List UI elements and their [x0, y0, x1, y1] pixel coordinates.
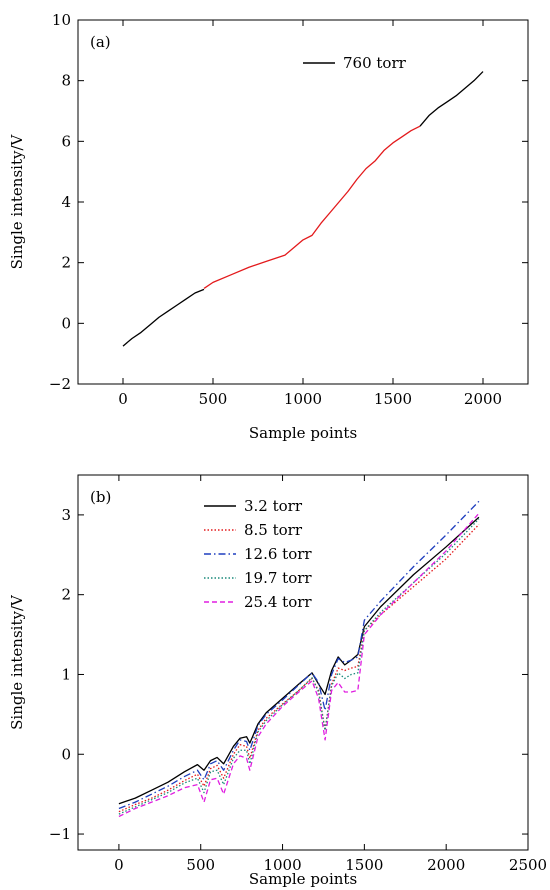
y-tick-label: 3 [61, 506, 71, 524]
legend-label: 3.2 torr [244, 497, 303, 515]
x-tick-label: 0 [114, 856, 124, 874]
chart-panel-b: 0 500 1000 1500 2000 2500 −1 0 1 2 3 Sample points S… [8, 474, 547, 888]
y-tick-label: 0 [61, 745, 71, 763]
y-tick-label: 10 [52, 11, 71, 29]
series-line [118, 500, 480, 810]
y-tick-label: 1 [61, 665, 71, 683]
y-tick-label: −2 [49, 375, 71, 393]
x-tick-label: 500 [199, 390, 228, 408]
series-line [419, 71, 484, 127]
x-tick-label: 500 [186, 856, 215, 874]
x-tick-label: 0 [118, 390, 128, 408]
y-axis-title: Single intensity/V [8, 133, 26, 269]
y-tick-label: 8 [61, 72, 71, 90]
series-group [122, 71, 484, 347]
x-tick-label: 1000 [263, 856, 301, 874]
y-tick-label: −1 [49, 825, 71, 843]
plot-frame [77, 474, 529, 851]
x-tick-label: 2000 [464, 390, 502, 408]
x-axis-title: Sample points [249, 870, 357, 888]
x-tick-label: 1500 [345, 856, 383, 874]
legend-label: 12.6 torr [244, 545, 312, 563]
legend-label: 8.5 torr [244, 521, 303, 539]
y-tick-label: 0 [61, 314, 71, 332]
y-tick-label: 2 [61, 586, 71, 604]
legend-label: 25.4 torr [244, 593, 312, 611]
panel-label: (a) [90, 33, 111, 51]
x-tick-label: 2000 [427, 856, 465, 874]
chart-panel-a: 0 500 1000 1500 2000 −2 0 2 4 6 8 10 Sample points Si… [8, 11, 529, 442]
y-axis-title: Single intensity/V [8, 594, 26, 730]
series-line [118, 516, 480, 805]
y-tick-label: 4 [61, 193, 71, 211]
legend-label: 760 torr [343, 54, 407, 72]
y-tick-label: 6 [61, 132, 71, 150]
x-tick-label: 1500 [374, 390, 412, 408]
legend-label: 19.7 torr [244, 569, 312, 587]
series-line [118, 518, 480, 815]
x-axis-title: Sample points [249, 424, 357, 442]
y-tick-label: 2 [61, 254, 71, 272]
x-tick-label: 1000 [284, 390, 322, 408]
series-group [118, 500, 480, 818]
series-line [203, 125, 421, 289]
panel-label: (b) [90, 488, 111, 506]
x-tick-label: 2500 [509, 856, 547, 874]
series-line [122, 288, 205, 347]
series-line [118, 524, 480, 813]
